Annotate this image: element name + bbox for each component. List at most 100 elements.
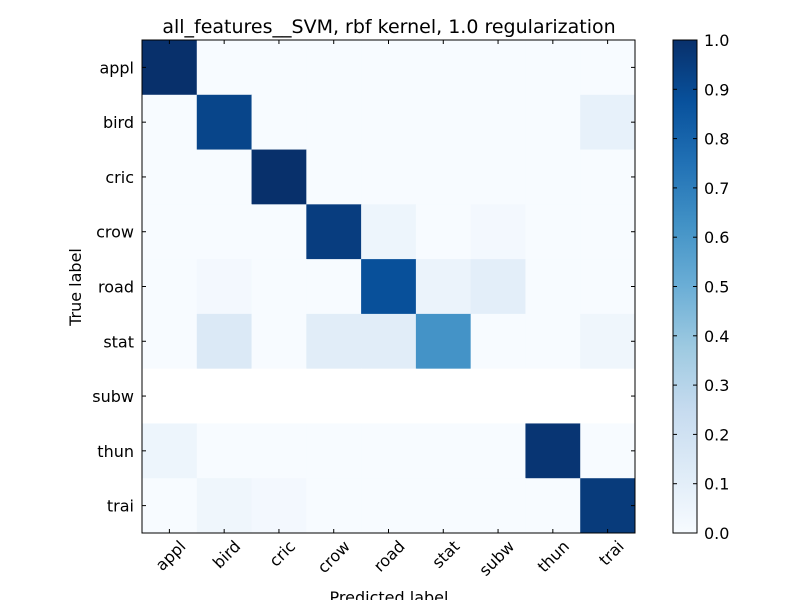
cell-thun-trai: [580, 423, 636, 479]
x-tick-label: road: [370, 537, 409, 576]
cell-trai-subw: [470, 478, 526, 534]
cell-appl-trai: [580, 40, 636, 96]
cell-crow-crow: [306, 204, 362, 260]
x-axis-label: Predicted label: [330, 588, 449, 600]
cell-thun-bird: [196, 423, 253, 479]
cell-appl-stat: [415, 40, 472, 96]
cell-bird-road: [361, 94, 417, 151]
cell-trai-thun: [525, 478, 581, 534]
colorbar-tick-label: 0.8: [704, 130, 729, 149]
cell-cric-appl: [142, 149, 198, 205]
cell-road-appl: [142, 259, 198, 315]
cell-subw-road: [361, 368, 417, 424]
cell-cric-road: [361, 149, 417, 205]
colorbar-ticks: 0.0 0.1 0.2 0.3 0.4 0.5 0.6 0.7 0.8 0.9 1.0: [673, 31, 729, 543]
cell-stat-road: [361, 313, 417, 370]
y-tick-label: appl: [99, 58, 134, 77]
cell-appl-crow: [306, 40, 362, 96]
cell-appl-road: [361, 40, 417, 96]
y-axis-label: True label: [66, 248, 85, 327]
cell-thun-crow: [306, 423, 362, 479]
x-tick-label: cric: [265, 537, 299, 571]
cell-stat-crow: [306, 313, 362, 370]
cell-stat-stat: [415, 313, 472, 370]
x-tick-label: stat: [428, 537, 463, 572]
colorbar-tick-label: 0.6: [704, 228, 729, 247]
cell-road-thun: [525, 259, 581, 315]
cell-road-bird: [196, 259, 253, 315]
cell-cric-subw: [470, 149, 526, 205]
colorbar-tick-label: 0.5: [704, 278, 729, 297]
cell-road-cric: [251, 259, 307, 315]
y-tick-label: stat: [103, 332, 134, 351]
colorbar-tick-label: 1.0: [704, 31, 729, 50]
y-tick-label: road: [98, 278, 134, 297]
cell-subw-subw: [470, 368, 526, 424]
cell-subw-stat: [415, 368, 472, 424]
colorbar-tick-label: 0.0: [704, 524, 729, 543]
y-tick-label: crow: [96, 223, 134, 242]
cell-stat-cric: [251, 313, 307, 370]
cell-thun-stat: [415, 423, 472, 479]
cell-stat-bird: [196, 313, 253, 370]
cell-thun-road: [361, 423, 417, 479]
x-tick-label: bird: [209, 537, 244, 572]
cell-cric-bird: [196, 149, 253, 205]
cell-stat-trai: [580, 313, 636, 370]
cell-subw-trai: [580, 368, 636, 424]
cell-cric-crow: [306, 149, 362, 205]
x-tick-label: appl: [152, 537, 190, 575]
plot-frame: [141, 39, 636, 534]
cell-thun-thun: [525, 423, 581, 479]
cell-trai-road: [361, 478, 417, 534]
cell-road-trai: [580, 259, 636, 315]
y-tick-label: trai: [107, 497, 134, 516]
cell-stat-subw: [470, 313, 526, 370]
cell-cric-cric: [251, 149, 307, 205]
cell-crow-road: [361, 204, 417, 260]
colorbar-tick-label: 0.2: [704, 425, 729, 444]
y-tick-label: cric: [105, 168, 134, 187]
cell-bird-crow: [306, 94, 362, 151]
cell-trai-stat: [415, 478, 472, 534]
heatmap-cells: [142, 40, 636, 534]
cell-thun-cric: [251, 423, 307, 479]
cell-subw-cric: [251, 368, 307, 424]
cell-cric-thun: [525, 149, 581, 205]
colorbar-tick-label: 0.3: [704, 376, 729, 395]
cell-trai-appl: [142, 478, 198, 534]
chart-title: all_features__SVM, rbf kernel, 1.0 regul…: [162, 16, 615, 38]
y-tick-label: subw: [92, 387, 134, 406]
cell-bird-stat: [415, 94, 472, 151]
cell-subw-appl: [142, 368, 198, 424]
colorbar-tick-label: 0.7: [704, 179, 729, 198]
cell-appl-cric: [251, 40, 307, 96]
cell-trai-crow: [306, 478, 362, 534]
cell-bird-bird: [196, 94, 253, 151]
cell-thun-appl: [142, 423, 198, 479]
cell-trai-bird: [196, 478, 253, 534]
cell-road-crow: [306, 259, 362, 315]
cell-road-subw: [470, 259, 526, 315]
cell-crow-subw: [470, 204, 526, 260]
cell-appl-bird: [196, 40, 253, 96]
cell-crow-cric: [251, 204, 307, 260]
colorbar-tick-label: 0.1: [704, 475, 729, 494]
cell-crow-appl: [142, 204, 198, 260]
cell-subw-thun: [525, 368, 581, 424]
colorbar-tick-label: 0.4: [704, 327, 729, 346]
cell-stat-thun: [525, 313, 581, 370]
colorbar: 0.0 0.1 0.2 0.3 0.4 0.5 0.6 0.7 0.8 0.9 1.0: [672, 31, 729, 543]
cell-crow-bird: [196, 204, 253, 260]
axis-ticks: [142, 40, 635, 533]
cell-bird-cric: [251, 94, 307, 151]
cell-crow-thun: [525, 204, 581, 260]
y-tick-labels: appl bird cric crow road stat subw thun trai: [92, 58, 134, 515]
cell-stat-appl: [142, 313, 198, 370]
cell-road-stat: [415, 259, 472, 315]
x-tick-label: thun: [534, 537, 573, 576]
cell-trai-cric: [251, 478, 307, 534]
cell-bird-subw: [470, 94, 526, 151]
cell-subw-crow: [306, 368, 362, 424]
